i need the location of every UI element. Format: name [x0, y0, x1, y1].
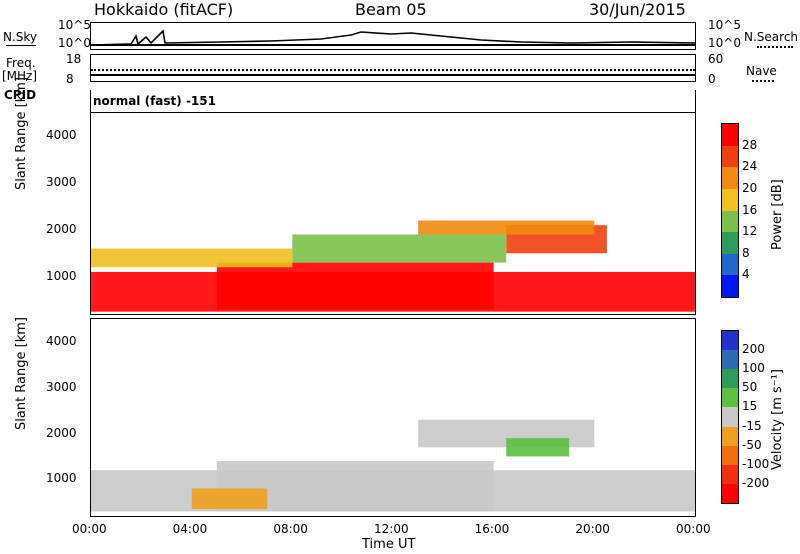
power-panel: [90, 112, 696, 315]
xtick-3: 12:00: [374, 522, 409, 536]
xtick-1: 04:00: [172, 522, 208, 536]
xtick-5: 20:00: [575, 522, 610, 536]
nave-trace: [91, 69, 695, 71]
power-region-3: [91, 248, 293, 268]
noise-tick-right-bottom: 10^0: [708, 36, 741, 50]
power-colorbar-label: Power [dB]: [770, 179, 785, 250]
power-colorbar-seg-7: [722, 275, 738, 297]
velocity-colorbar-seg-8: [722, 483, 738, 503]
power-plot: [91, 220, 695, 312]
nsky-line: [6, 45, 36, 46]
freq-panel: [90, 54, 696, 82]
nave-legend-line: [752, 80, 774, 82]
power-colorbar-tick-2: 12: [742, 224, 758, 239]
power-ytick-1: 2000: [46, 221, 77, 236]
velocity-colorbar-seg-5: [722, 426, 738, 446]
velocity-colorbar-seg-3: [722, 388, 738, 408]
velocity-colorbar-label: Velocity [m s⁻¹]: [770, 369, 785, 470]
xtick-4: 16:00: [474, 522, 510, 536]
velocity-ytick-0: 1000: [46, 471, 77, 486]
xtick-6: 00:00: [676, 522, 711, 536]
power-colorbar-seg-5: [722, 232, 738, 254]
velocity-ylabel: Slant Range [km]: [14, 317, 29, 430]
velocity-region-4: [506, 438, 570, 457]
velocity-colorbar-tick-2: 50: [742, 380, 758, 395]
velocity-colorbar-tick-1: 100: [742, 361, 765, 376]
nsearch-label: N.Search: [744, 30, 799, 44]
xaxis-label: Time UT: [362, 537, 416, 552]
freq-tick-top: 18: [66, 52, 82, 66]
velocity-colorbar-tick-4: -15: [742, 418, 762, 433]
cpid-text: normal (fast) -151: [93, 94, 216, 108]
velocity-colorbar: [721, 330, 739, 504]
noise-tick-left-top: 10^5: [58, 18, 91, 32]
velocity-colorbar-tick-7: -200: [742, 475, 770, 490]
velocity-colorbar-seg-6: [722, 445, 738, 465]
freq-unit: [MHz]: [2, 69, 38, 83]
freq-tick-bottom: 8: [66, 72, 74, 86]
date-label: 30/Jun/2015: [589, 0, 686, 19]
noise-trace: [91, 29, 695, 46]
velocity-region-3: [191, 488, 268, 510]
velocity-colorbar-seg-0: [722, 331, 738, 351]
beam-label: Beam 05: [355, 0, 427, 19]
power-region-4: [292, 234, 507, 263]
power-ytick-3: 4000: [46, 128, 77, 143]
power-ylabel: Slant Range [km]: [14, 77, 29, 190]
power-colorbar-tick-5: 24: [742, 159, 758, 174]
power-colorbar-seg-3: [722, 188, 738, 211]
power-colorbar-tick-1: 8: [742, 245, 750, 260]
velocity-colorbar-seg-4: [722, 407, 738, 427]
nave-tick-bottom: 0: [708, 72, 716, 86]
velocity-colorbar-tick-3: 15: [742, 399, 758, 414]
power-colorbar-tick-4: 20: [742, 180, 758, 195]
nave-label: Nave: [746, 64, 777, 78]
power-colorbar-tick-6: 28: [742, 137, 758, 152]
velocity-colorbar-seg-1: [722, 350, 738, 370]
power-ytick-0: 1000: [46, 268, 77, 283]
power-colorbar-tick-0: 4: [742, 267, 750, 282]
radar-title: Hokkaido (fitACF): [94, 0, 234, 19]
nave-tick-top: 60: [708, 52, 724, 66]
velocity-panel: [90, 318, 696, 517]
velocity-ytick-2: 3000: [46, 379, 77, 394]
velocity-ytick-1: 2000: [46, 425, 77, 440]
velocity-colorbar-tick-0: 200: [742, 342, 765, 357]
power-colorbar-seg-1: [722, 145, 738, 168]
power-colorbar-seg-0: [722, 124, 738, 146]
velocity-colorbar-seg-7: [722, 464, 738, 484]
velocity-colorbar-seg-2: [722, 369, 738, 389]
freq-trace: [91, 74, 695, 76]
power-colorbar-seg-6: [722, 253, 738, 276]
cpid-label: CPID: [4, 88, 37, 102]
nsearch-line: [757, 46, 793, 48]
noise-tick-right-top: 10^5: [708, 18, 741, 32]
xtick-2: 08:00: [273, 522, 308, 536]
velocity-colorbar-tick-6: -100: [742, 456, 770, 471]
power-colorbar-tick-3: 16: [742, 202, 758, 217]
noise-panel: [90, 22, 696, 50]
xtick-0: 00:00: [72, 522, 107, 536]
power-colorbar-seg-4: [722, 210, 738, 233]
power-colorbar: [721, 123, 739, 298]
freq-label: Freq.: [6, 56, 36, 70]
power-ytick-2: 3000: [46, 175, 77, 190]
noise-tick-left-bottom: 10^0: [58, 36, 91, 50]
velocity-ytick-3: 4000: [46, 333, 77, 348]
power-region-1: [216, 262, 494, 310]
nsky-label: N.Sky: [3, 30, 38, 44]
power-region-5: [418, 220, 595, 235]
velocity-colorbar-tick-5: -50: [742, 437, 762, 452]
cpid-panel: [90, 90, 696, 112]
power-colorbar-seg-2: [722, 167, 738, 189]
velocity-plot: [91, 419, 695, 512]
